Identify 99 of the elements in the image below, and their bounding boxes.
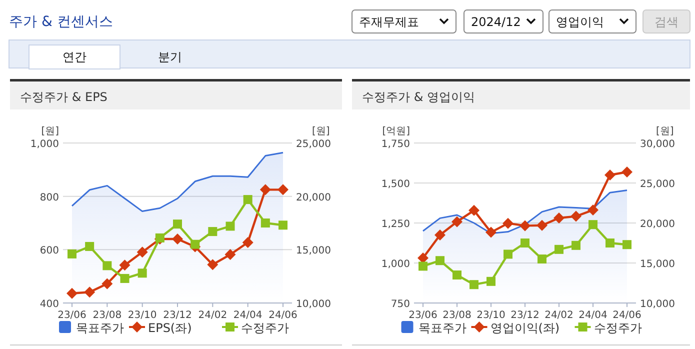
point xyxy=(207,259,218,270)
point xyxy=(418,262,428,271)
x-tick-label: 24/06 xyxy=(612,310,642,321)
point xyxy=(278,220,288,230)
x-tick-label: 24/04 xyxy=(578,310,608,321)
text: 2024/12 xyxy=(471,15,521,29)
text: 주가 & 컨센서스 xyxy=(9,14,113,30)
legend-label: EPS(좌) xyxy=(148,321,192,335)
x-tick-label: 23/08 xyxy=(92,310,122,321)
point xyxy=(173,220,182,229)
point xyxy=(536,220,548,231)
y-tick-label: 1,500 xyxy=(381,179,410,190)
point xyxy=(504,250,512,259)
x-tick-label: 23/10 xyxy=(128,310,157,321)
y2-tick-label: 10,000 xyxy=(640,299,675,310)
point xyxy=(66,288,78,299)
y-tick-label: 1,000 xyxy=(381,259,410,270)
point xyxy=(260,184,271,196)
y-axis-title: [원] xyxy=(41,126,60,137)
point xyxy=(570,210,582,222)
legend-label: 목표주가 xyxy=(418,321,466,335)
text: 영업이익 xyxy=(556,15,604,29)
point xyxy=(190,240,200,249)
point xyxy=(102,261,112,270)
point xyxy=(470,280,478,290)
point xyxy=(84,286,96,298)
point xyxy=(436,256,444,266)
y2-axis-title: [원] xyxy=(312,126,330,137)
x-tick-label: 24/02 xyxy=(198,310,228,321)
point xyxy=(172,234,183,244)
chart-title: 수정주가 & 영업이익 xyxy=(362,90,475,104)
point xyxy=(538,254,546,264)
y-axis-title: [억원] xyxy=(382,126,410,137)
y2-tick-label: 15,000 xyxy=(296,246,331,257)
legend-label: 영업이익(좌) xyxy=(490,321,560,335)
y-tick-label: 400 xyxy=(40,299,59,310)
point xyxy=(208,227,218,236)
point xyxy=(85,242,94,251)
x-tick-label: 23/12 xyxy=(163,310,192,321)
y2-tick-label: 20,000 xyxy=(640,219,675,230)
chart-title: 수정주가 & EPS xyxy=(20,90,108,104)
x-tick-label: 23/10 xyxy=(476,310,506,321)
y2-tick-label: 15,000 xyxy=(640,259,675,270)
y2-axis-title: [원] xyxy=(656,126,674,137)
point xyxy=(278,184,288,196)
point xyxy=(520,238,530,248)
y-tick-label: 600 xyxy=(40,246,59,257)
y2-tick-label: 25,000 xyxy=(640,179,675,190)
legend-label: 수정주가 xyxy=(594,321,642,335)
legend-label: 수정주가 xyxy=(241,321,289,335)
y-tick-label: 1,000 xyxy=(30,139,59,150)
point xyxy=(434,230,446,240)
x-tick-label: 23/06 xyxy=(58,310,86,321)
text: 검색 xyxy=(654,15,678,29)
x-tick-label: 24/02 xyxy=(544,310,574,321)
point xyxy=(622,240,632,250)
point xyxy=(606,238,614,248)
x-tick-label: 23/08 xyxy=(442,310,472,321)
point xyxy=(554,244,564,254)
point xyxy=(554,212,564,224)
point xyxy=(242,236,254,248)
y-tick-label: 750 xyxy=(390,299,410,310)
y2-tick-label: 20,000 xyxy=(296,192,331,204)
point xyxy=(120,274,130,283)
point xyxy=(486,276,496,286)
point xyxy=(520,220,530,232)
y2-tick-label: 10,000 xyxy=(296,299,331,310)
point xyxy=(486,226,496,238)
point xyxy=(588,204,598,216)
point xyxy=(468,204,480,216)
point xyxy=(226,222,235,231)
text: 연간 xyxy=(62,50,86,64)
point xyxy=(102,278,113,290)
point xyxy=(588,220,598,230)
legend-label: 목표주가 xyxy=(76,321,124,335)
point xyxy=(119,260,130,271)
y2-tick-label: 30,000 xyxy=(640,139,675,150)
x-tick-label: 23/06 xyxy=(408,310,438,321)
point xyxy=(224,248,236,260)
point xyxy=(136,246,148,258)
point xyxy=(138,268,147,278)
x-tick-label: 24/04 xyxy=(233,310,262,321)
point xyxy=(260,218,270,228)
y-tick-label: 1,750 xyxy=(381,139,410,150)
point xyxy=(452,216,462,228)
y2-tick-label: 25,000 xyxy=(296,139,331,150)
text: 주재무제표 xyxy=(359,15,419,29)
y-tick-label: 800 xyxy=(40,192,59,204)
text: 분기 xyxy=(158,50,182,64)
y-tick-label: 1,250 xyxy=(381,219,410,230)
point xyxy=(68,249,76,258)
x-tick-label: 23/12 xyxy=(510,310,540,321)
point xyxy=(502,218,514,229)
point xyxy=(622,166,632,178)
point xyxy=(452,270,462,280)
point xyxy=(604,170,616,180)
point xyxy=(572,240,580,250)
point xyxy=(243,195,252,204)
x-tick-label: 24/06 xyxy=(268,310,298,321)
